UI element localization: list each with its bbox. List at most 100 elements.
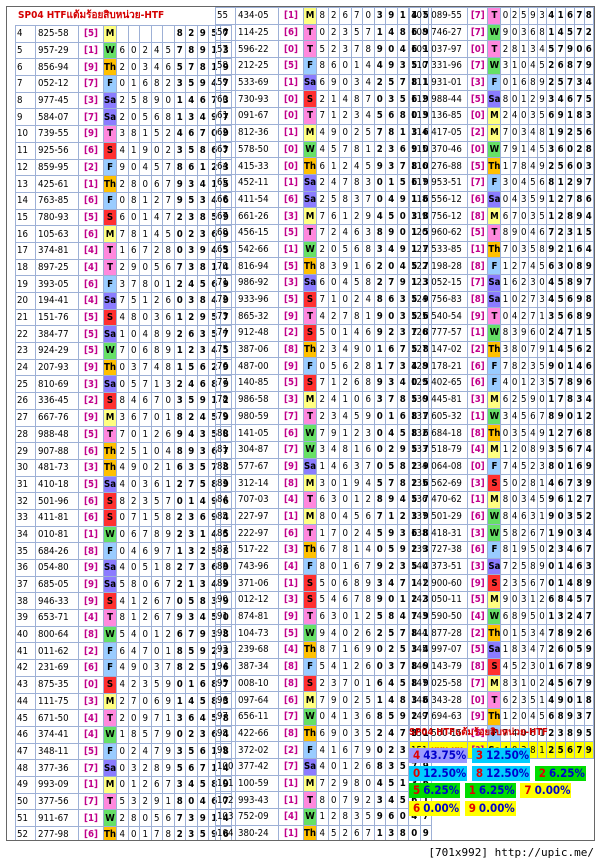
digit: 1 xyxy=(162,792,175,811)
stat-chip: 4 43.75% xyxy=(409,748,468,763)
digit: 8 xyxy=(583,424,594,442)
digit: 2 xyxy=(500,40,511,59)
digit: 1 xyxy=(139,208,152,227)
digit: 2 xyxy=(518,357,529,376)
table-row: 142 050-11 [5] M 9 0 3 1 2 6 8 4 5 7 xyxy=(408,591,594,609)
draw-number: 26 xyxy=(15,392,36,410)
digit: 0 xyxy=(373,407,387,426)
digit: 4 xyxy=(500,374,511,392)
digit: 5 xyxy=(385,707,398,726)
digit: 6 xyxy=(350,824,364,840)
digit: 7 xyxy=(162,542,175,560)
draw-key: [9] xyxy=(467,307,489,326)
draw-key: [6] xyxy=(467,507,489,526)
draw-key: [9] xyxy=(78,592,104,611)
digit: 2 xyxy=(316,390,329,409)
draw-number: 57 xyxy=(215,40,236,59)
digit: 7 xyxy=(564,474,576,492)
day-code: S xyxy=(302,374,318,392)
digit: 0 xyxy=(536,657,548,676)
digit: 3 xyxy=(185,175,198,193)
draw-number: 32 xyxy=(15,492,36,510)
digit: 4 xyxy=(196,709,210,727)
digit: 5 xyxy=(327,190,341,209)
table-row: 87 517-22 [3] Th 6 7 8 1 4 0 5 9 2 3 xyxy=(215,541,433,559)
stat-chip: 6 0.00% xyxy=(409,800,461,816)
digit: 0 xyxy=(500,424,511,442)
digit: 8 xyxy=(173,642,187,661)
digit: 9 xyxy=(362,207,375,225)
draw-number: 74 xyxy=(215,324,236,342)
digit: 2 xyxy=(518,524,529,542)
digit: 0 xyxy=(500,73,511,92)
draw-code: 422-66 xyxy=(235,724,279,743)
digit: 2 xyxy=(185,659,198,677)
draw-number: 77 xyxy=(215,374,236,392)
digit: 0 xyxy=(127,41,141,60)
day-code: F xyxy=(487,457,502,476)
digit: 4 xyxy=(185,91,198,110)
draw-code: 605-32 xyxy=(428,407,469,426)
day-code: S xyxy=(102,141,118,160)
digit: 4 xyxy=(327,707,341,726)
digit: 1 xyxy=(127,592,141,611)
draw-number: 45 xyxy=(15,709,36,727)
table-row: 88 743-96 [4] F 8 0 1 6 7 9 2 3 5 4 xyxy=(215,557,433,576)
digit: 7 xyxy=(150,826,164,840)
digit: 6 xyxy=(139,542,152,560)
digit: 9 xyxy=(396,541,410,559)
digit: 1 xyxy=(162,475,175,494)
draw-number: 31 xyxy=(15,475,36,494)
digit: 1 xyxy=(173,308,187,327)
digit: 8 xyxy=(527,474,538,492)
digit: 3 xyxy=(518,23,529,42)
day-code: W xyxy=(302,624,318,643)
draw-code: 743-96 xyxy=(235,557,279,576)
digit: 3 xyxy=(527,40,538,59)
digit: 1 xyxy=(139,425,152,444)
digit: 7 xyxy=(339,307,352,326)
draw-number: 148 xyxy=(408,691,430,709)
stats-row: 4 43.75% 3 12.50% xyxy=(409,744,594,763)
digit: 5 xyxy=(536,57,548,75)
digit: 6 xyxy=(527,324,538,342)
draw-number: 138 xyxy=(408,524,430,542)
draw-code: 667-76 xyxy=(35,408,79,427)
digit: 4 xyxy=(150,58,164,77)
digit: 7 xyxy=(527,290,538,309)
digit: 7 xyxy=(185,475,198,494)
table-row: 14 763-85 [6] F 0 8 1 2 7 9 5 3 4 6 xyxy=(15,191,233,210)
table-row: 121 533-85 [1] Th 7 0 3 5 8 9 2 1 6 4 xyxy=(408,240,594,259)
digit: 7 xyxy=(362,23,375,42)
column-2: 55 434-05 [1] M 8 2 6 7 0 3 9 1 4 5 56 114-25 [6] T 0 2 3 5 7 1… xyxy=(215,7,433,840)
digit: 9 xyxy=(196,75,210,93)
digit: 1 xyxy=(546,340,557,359)
table-row: 132 684-18 [8] Th 0 3 5 4 9 1 2 7 6 8 xyxy=(408,424,594,442)
digit: 7 xyxy=(196,125,210,143)
digit: 9 xyxy=(555,107,566,125)
digit: 1 xyxy=(555,574,566,593)
draw-key: [1] xyxy=(278,824,304,840)
digit: 8 xyxy=(509,524,520,542)
digit: 7 xyxy=(362,190,375,209)
digit: 6 xyxy=(339,591,352,609)
draw-number: 71 xyxy=(215,274,236,292)
digit: 8 xyxy=(173,158,187,177)
digit: 3 xyxy=(536,457,548,476)
digit: 8 xyxy=(116,492,129,510)
digit: 3 xyxy=(500,340,511,359)
digit: 1 xyxy=(555,173,566,192)
digit: 7 xyxy=(339,791,352,809)
digit: 0 xyxy=(373,641,387,659)
digit: 0 xyxy=(327,757,341,776)
digit: 3 xyxy=(327,407,341,426)
digit: 0 xyxy=(373,90,387,109)
digit: 6 xyxy=(162,258,175,277)
digit: 9 xyxy=(373,374,387,392)
digit: 9 xyxy=(500,23,511,42)
stat-value: 6.25% xyxy=(423,783,460,797)
digit: 3 xyxy=(373,7,387,25)
digit: 9 xyxy=(327,123,341,142)
digit: 2 xyxy=(564,173,576,192)
draw-code: 533-69 xyxy=(235,73,279,92)
